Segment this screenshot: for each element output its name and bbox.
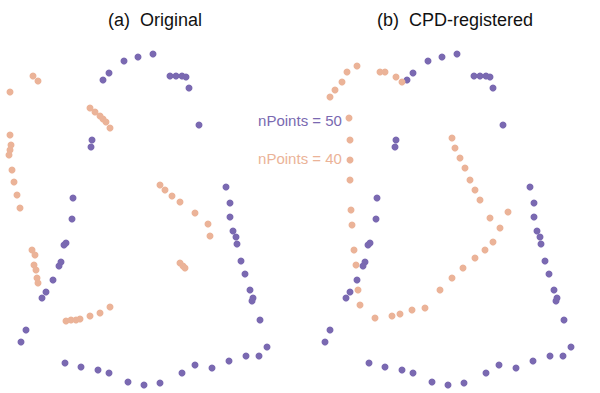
svg-text:nPoints = 40: nPoints = 40 — [258, 150, 342, 167]
svg-text:(b) CPD-registered: (b) CPD-registered — [377, 10, 533, 30]
svg-text:(a) Original: (a) Original — [108, 10, 202, 30]
svg-text:nPoints = 50: nPoints = 50 — [258, 112, 342, 129]
